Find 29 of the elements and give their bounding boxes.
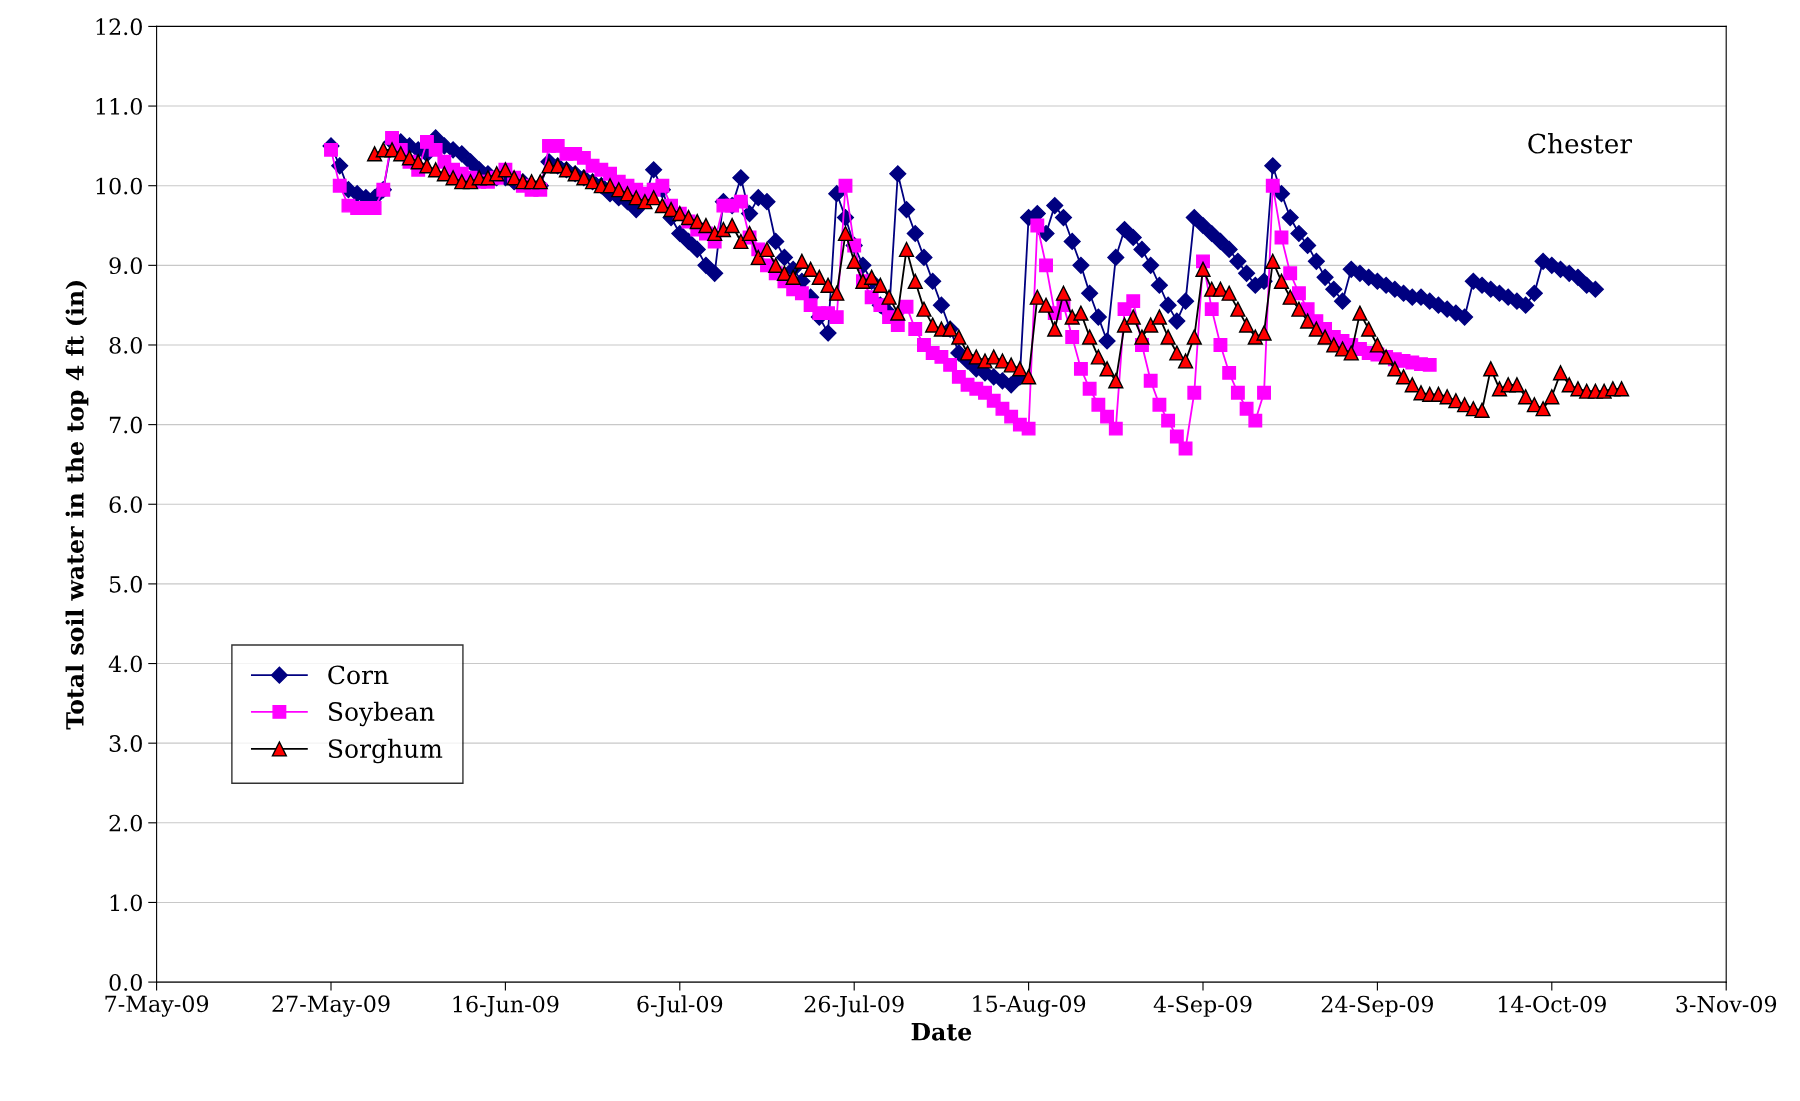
y-tick-label: 1.0 xyxy=(110,894,142,912)
x-tick-label: 27-May-09 xyxy=(272,995,390,1017)
y-tick-label: 10.0 xyxy=(96,177,142,195)
x-tick-label: 16-Jun-09 xyxy=(453,995,559,1017)
legend-label: Soybean xyxy=(328,701,435,727)
x-tick-label: 15-Aug-09 xyxy=(973,995,1086,1017)
x-tick-label: 4-Sep-09 xyxy=(1153,995,1252,1017)
y-tick-label: 7.0 xyxy=(109,416,142,434)
y-tick-label: 2.0 xyxy=(109,814,142,832)
y-axis-title: Total soil water in the top 4 ft (in) xyxy=(65,281,89,730)
x-tick-label: 3-Nov-09 xyxy=(1676,995,1777,1013)
y-tick-label: 4.0 xyxy=(108,655,142,673)
x-tick-label: 26-Jul-09 xyxy=(804,995,904,1017)
y-tick-label: 8.0 xyxy=(109,336,142,354)
legend-label: Sorghum xyxy=(328,738,443,764)
x-axis-title: Date xyxy=(911,1023,972,1041)
x-tick-label: 14-Oct-09 xyxy=(1498,995,1606,1013)
legend-label: Corn xyxy=(328,665,389,685)
y-tick-label: 5.0 xyxy=(109,575,142,593)
y-tick-label: 12.0 xyxy=(96,18,142,36)
x-tick-label: 24-Sep-09 xyxy=(1321,995,1433,1017)
x-tick-label: 7-May-09 xyxy=(105,995,209,1017)
x-tick-label: 6-Jul-09 xyxy=(637,995,723,1017)
annotation: Chester xyxy=(1528,133,1633,154)
y-tick-label: 3.0 xyxy=(109,735,142,752)
y-tick-label: 9.0 xyxy=(109,257,142,275)
y-tick-label: 11.0 xyxy=(96,98,142,115)
y-tick-label: 0.0 xyxy=(109,974,142,991)
y-tick-label: 6.0 xyxy=(109,496,142,514)
